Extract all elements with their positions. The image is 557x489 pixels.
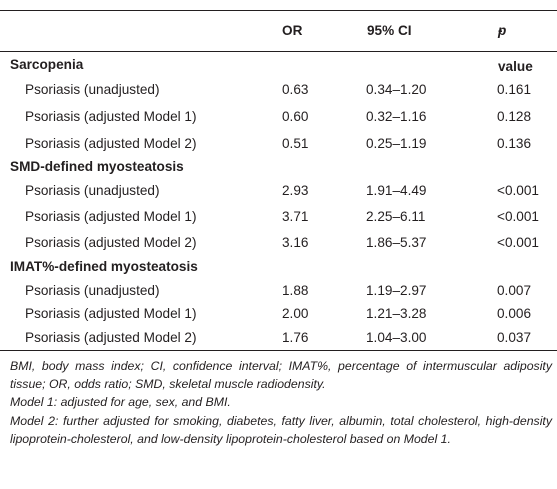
table-header-row: OR 95% CI p -value [0, 13, 557, 74]
row-ci: 0.25–1.19 [366, 136, 427, 151]
table-bottom-rule [0, 350, 557, 351]
row-p: <0.001 [497, 183, 539, 198]
table-row: Psoriasis (adjusted Model 1) 2.00 1.21–3… [0, 300, 557, 327]
row-p: 0.006 [497, 306, 532, 321]
row-ci: 1.21–3.28 [366, 306, 427, 321]
table-row: Psoriasis (unadjusted) 1.88 1.19–2.97 0.… [0, 277, 557, 304]
footnote-model-1: Model 1: adjusted for age, sex, and BMI. [10, 395, 231, 410]
row-label: Psoriasis (adjusted Model 2) [25, 136, 197, 151]
table-header-rule [0, 51, 557, 52]
row-label: Psoriasis (unadjusted) [25, 183, 160, 198]
row-or: 0.63 [282, 82, 309, 97]
row-ci: 0.32–1.16 [366, 109, 427, 124]
row-label: Psoriasis (adjusted Model 1) [25, 209, 197, 224]
section-title-row: Sarcopenia [0, 51, 557, 78]
table-row: Psoriasis (adjusted Model 1) 3.71 2.25–6… [0, 203, 557, 230]
table-row: Psoriasis (unadjusted) 2.93 1.91–4.49 <0… [0, 177, 557, 204]
row-p: 0.007 [497, 283, 532, 298]
table-row: Psoriasis (adjusted Model 2) 0.51 0.25–1… [0, 130, 557, 157]
row-or: 3.71 [282, 209, 309, 224]
table-row: Psoriasis (unadjusted) 0.63 0.34–1.20 0.… [0, 76, 557, 103]
row-or: 0.51 [282, 136, 309, 151]
row-or: 0.60 [282, 109, 309, 124]
row-label: Psoriasis (unadjusted) [25, 283, 160, 298]
row-ci: 1.86–5.37 [366, 235, 427, 250]
table-footnotes: BMI, body mass index; CI, confidence int… [10, 357, 552, 448]
row-or: 2.93 [282, 183, 309, 198]
footnote-abbreviations: BMI, body mass index; CI, confidence int… [10, 359, 552, 392]
row-or: 2.00 [282, 306, 309, 321]
row-ci: 2.25–6.11 [366, 209, 426, 224]
section-title: Sarcopenia [10, 57, 84, 72]
table-row: Psoriasis (adjusted Model 2) 3.16 1.86–5… [0, 229, 557, 256]
row-p: 0.037 [497, 330, 532, 345]
row-ci: 0.34–1.20 [366, 82, 427, 97]
row-ci: 1.91–4.49 [366, 183, 427, 198]
footnote-model-2: Model 2: further adjusted for smoking, d… [10, 413, 552, 446]
row-label: Psoriasis (adjusted Model 2) [25, 330, 197, 345]
row-p: <0.001 [497, 209, 539, 224]
table-top-rule [0, 10, 557, 11]
header-or: OR [282, 23, 303, 38]
header-p-rest: -value [498, 23, 533, 74]
row-label: Psoriasis (adjusted Model 1) [25, 109, 197, 124]
row-or: 1.88 [282, 283, 309, 298]
section-title-row: IMAT%-defined myosteatosis [0, 253, 557, 280]
row-p: <0.001 [497, 235, 539, 250]
header-p-italic: p [498, 23, 507, 38]
row-p: 0.161 [497, 82, 532, 97]
row-ci: 1.19–2.97 [366, 283, 427, 298]
row-label: Psoriasis (adjusted Model 1) [25, 306, 197, 321]
row-p: 0.136 [497, 136, 532, 151]
row-p: 0.128 [497, 109, 532, 124]
row-label: Psoriasis (unadjusted) [25, 82, 160, 97]
row-ci: 1.04–3.00 [366, 330, 427, 345]
row-or: 1.76 [282, 330, 309, 345]
table-row: Psoriasis (adjusted Model 2) 1.76 1.04–3… [0, 324, 557, 351]
section-title: SMD-defined myosteatosis [10, 159, 184, 174]
section-title-row: SMD-defined myosteatosis [0, 153, 557, 180]
header-ci: 95% CI [367, 23, 412, 38]
table-row: Psoriasis (adjusted Model 1) 0.60 0.32–1… [0, 103, 557, 130]
row-or: 3.16 [282, 235, 309, 250]
row-label: Psoriasis (adjusted Model 2) [25, 235, 197, 250]
section-title: IMAT%-defined myosteatosis [10, 259, 198, 274]
